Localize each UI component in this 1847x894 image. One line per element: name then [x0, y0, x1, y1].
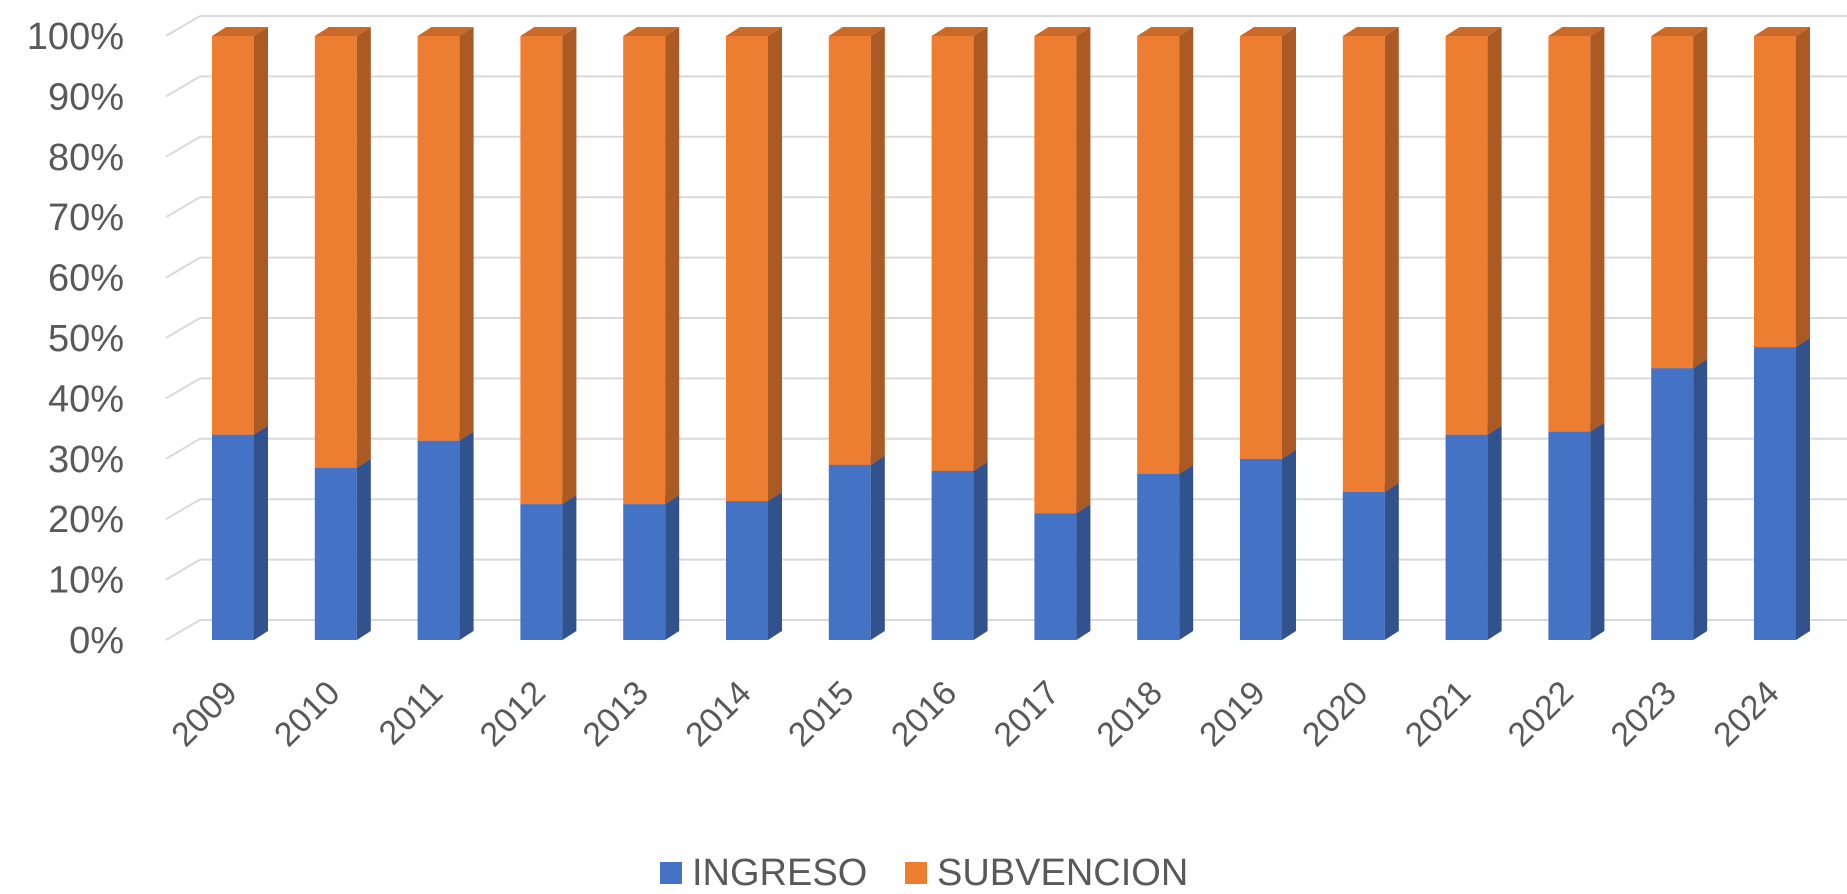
bar-subvencion-2013	[623, 27, 680, 505]
legend-item-subvencion: SUBVENCION	[905, 852, 1188, 894]
bar-subvencion-2014	[726, 27, 782, 502]
gridline-side	[165, 498, 201, 521]
legend-label: INGRESO	[692, 852, 867, 894]
y-tick-label: 0%	[69, 620, 124, 662]
gridline-side	[165, 437, 201, 460]
gridline-side	[165, 317, 201, 339]
bar-ingreso-2011	[417, 431, 474, 640]
bar-subvencion-2023	[1651, 27, 1708, 369]
bar-subvencion-2016	[931, 27, 988, 471]
bar-subvencion-2022	[1548, 27, 1605, 432]
y-tick-label: 50%	[48, 318, 124, 360]
bar-ingreso-2024	[1754, 338, 1810, 640]
x-tick-label: 2013	[576, 674, 656, 754]
bar-subvencion-2019	[1240, 27, 1296, 459]
bar-ingreso-2017	[1034, 504, 1091, 640]
y-tick-label: 100%	[27, 16, 124, 58]
x-tick-label: 2011	[372, 674, 451, 753]
x-tick-label: 2010	[267, 674, 347, 754]
x-tick-label: 2021	[1398, 674, 1478, 754]
y-tick-label: 70%	[48, 197, 124, 239]
y-tick-label: 10%	[48, 560, 124, 602]
bar-ingreso-2013	[623, 495, 680, 640]
x-tick-label: 2022	[1501, 674, 1581, 754]
x-axis-ticks: 2009 2010 2011 2012 2013 2014 2015 2016 2017 2018…	[164, 674, 1786, 754]
bars	[212, 27, 1810, 640]
x-tick-label: 2016	[884, 674, 964, 754]
y-axis-ticks: 0% 10% 20% 30% 40% 50% 60% 70% 80% 90% 100%	[27, 16, 124, 662]
y-tick-label: 60%	[48, 258, 124, 300]
x-tick-label: 2014	[678, 674, 758, 754]
bar-subvencion-2017	[1034, 27, 1091, 514]
bar-ingreso-2015	[828, 455, 885, 640]
gridline-side	[165, 15, 201, 37]
gridline-side	[165, 75, 201, 98]
legend-swatch	[905, 862, 927, 884]
legend-label: SUBVENCION	[937, 852, 1188, 894]
x-tick-label: 2024	[1706, 674, 1786, 754]
x-tick-label: 2009	[164, 674, 244, 754]
bar-subvencion-2009	[212, 27, 268, 435]
bar-ingreso-2019	[1240, 449, 1296, 640]
bar-subvencion-2012	[520, 27, 577, 505]
bar-subvencion-2024	[1754, 27, 1810, 348]
bar-ingreso-2023	[1651, 359, 1708, 640]
x-tick-label: 2017	[987, 674, 1067, 754]
gridline-side	[165, 256, 201, 279]
y-tick-label: 80%	[48, 137, 124, 179]
bar-ingreso-2018	[1137, 464, 1194, 640]
x-tick-label: 2015	[781, 674, 861, 754]
bar-ingreso-2010	[314, 458, 371, 640]
bar-subvencion-2020	[1342, 27, 1399, 493]
legend: INGRESO SUBVENCION	[660, 852, 1188, 894]
bar-ingreso-2009	[212, 425, 268, 640]
x-tick-label: 2023	[1604, 674, 1684, 754]
y-tick-label: 30%	[48, 439, 124, 481]
bar-ingreso-2020	[1342, 483, 1399, 640]
gridline-side	[165, 135, 201, 158]
bar-ingreso-2012	[520, 495, 577, 640]
x-tick-label: 2018	[1090, 674, 1170, 754]
x-tick-label: 2020	[1295, 674, 1375, 754]
x-tick-label: 2012	[473, 674, 553, 754]
bar-ingreso-2014	[726, 492, 782, 640]
bar-subvencion-2018	[1137, 27, 1194, 474]
bar-subvencion-2011	[417, 27, 474, 441]
bar-subvencion-2010	[314, 27, 371, 468]
bar-ingreso-2021	[1445, 425, 1502, 640]
x-tick-label: 2019	[1192, 674, 1272, 754]
bar-ingreso-2022	[1548, 422, 1605, 640]
legend-swatch	[660, 862, 682, 884]
y-tick-label: 90%	[48, 76, 124, 118]
bar-subvencion-2015	[828, 27, 885, 465]
gridline-side	[165, 619, 201, 641]
gridline-side	[165, 558, 201, 581]
gridline-side	[165, 377, 201, 400]
gridline-side	[165, 196, 201, 219]
bar-ingreso-2016	[931, 461, 988, 640]
y-tick-label: 40%	[48, 378, 124, 420]
legend-item-ingreso: INGRESO	[660, 852, 867, 894]
bar-subvencion-2021	[1445, 27, 1502, 435]
y-tick-label: 20%	[48, 499, 124, 541]
